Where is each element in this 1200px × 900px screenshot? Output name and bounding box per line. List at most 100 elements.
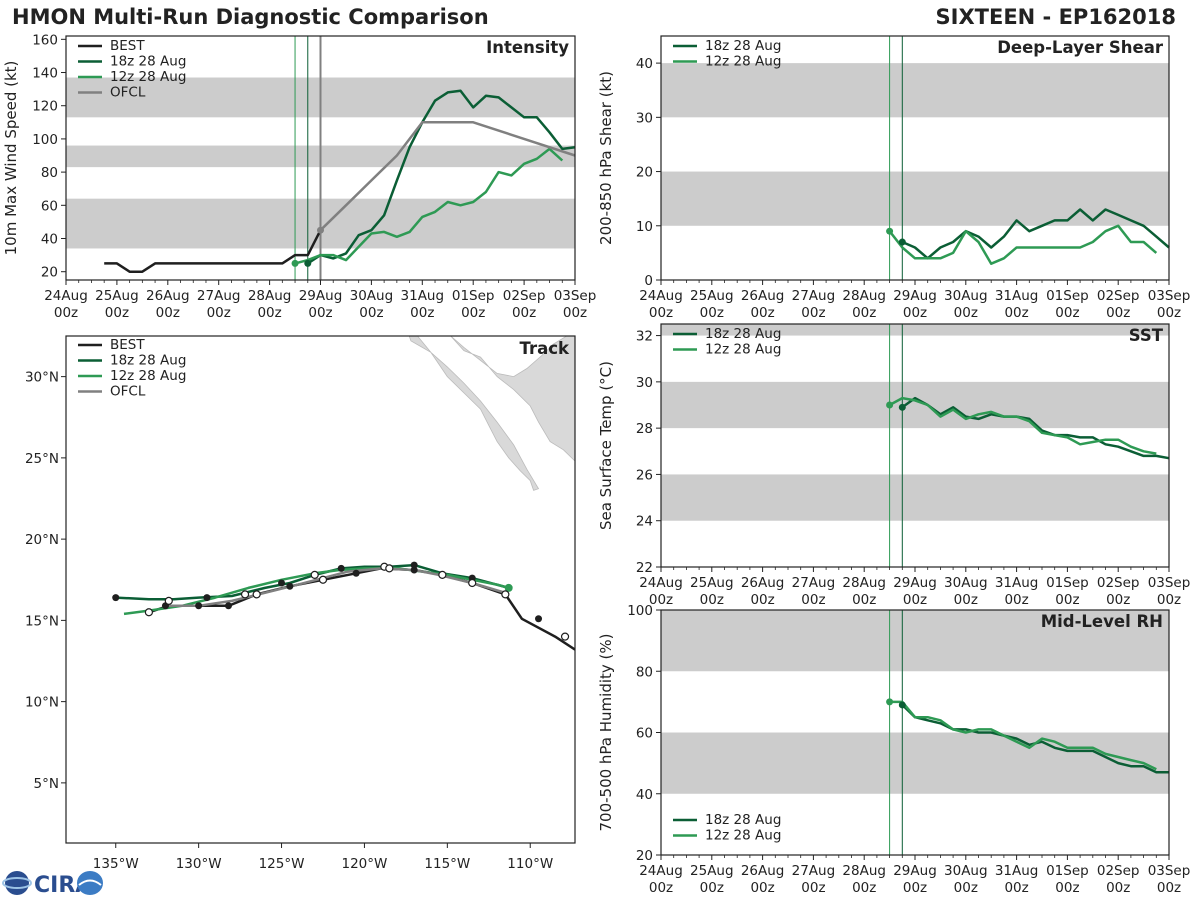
x-tick-date: 25Aug bbox=[690, 288, 734, 304]
panel-title: Deep-Layer Shear bbox=[997, 38, 1164, 57]
y-tick-label: 80 bbox=[41, 165, 58, 181]
cira-swirl-icon bbox=[77, 871, 103, 895]
lat-tick-label: 15°N bbox=[25, 613, 59, 629]
track-point bbox=[410, 566, 418, 574]
x-tick-hour: 00z bbox=[461, 305, 485, 321]
figure-title-right: SIXTEEN - EP162018 bbox=[936, 5, 1176, 29]
x-tick-hour: 00z bbox=[105, 305, 129, 321]
x-tick-date: 27Aug bbox=[792, 863, 836, 879]
x-tick-date: 30Aug bbox=[944, 288, 988, 304]
x-tick-date: 24Aug bbox=[639, 288, 683, 304]
y-tick-label: 60 bbox=[41, 198, 58, 214]
track-point-hollow bbox=[385, 564, 394, 573]
series-line-12z-28-aug bbox=[889, 700, 1157, 771]
track-point-hollow bbox=[144, 608, 153, 617]
legend-label: 18z 28 Aug bbox=[705, 38, 781, 54]
legend-label: 12z 28 Aug bbox=[705, 342, 781, 358]
y-axis-label: 200-850 hPa Shear (kt) bbox=[597, 71, 615, 245]
lat-tick-label: 25°N bbox=[25, 451, 59, 467]
panel-title: Track bbox=[520, 339, 570, 358]
lon-tick-label: 115°W bbox=[424, 856, 470, 872]
track-point-hollow bbox=[560, 632, 570, 641]
x-tick-date: 03Sep bbox=[1148, 863, 1191, 879]
x-tick-date: 28Aug bbox=[248, 288, 292, 304]
x-tick-hour: 00z bbox=[308, 305, 332, 321]
y-tick-label: 40 bbox=[41, 232, 58, 248]
plot-frame bbox=[65, 335, 576, 844]
y-tick-label: 120 bbox=[32, 99, 58, 115]
x-tick-date: 01Sep bbox=[1046, 288, 1089, 304]
x-tick-hour: 00z bbox=[750, 305, 774, 321]
x-tick-date: 27Aug bbox=[792, 288, 836, 304]
y-tick-label: 0 bbox=[644, 273, 653, 289]
x-tick-hour: 00z bbox=[1004, 305, 1028, 321]
track-point bbox=[112, 594, 120, 602]
track-point bbox=[203, 594, 211, 602]
figure-title-left: HMON Multi-Run Diagnostic Comparison bbox=[12, 5, 489, 29]
y-tick-label: 160 bbox=[32, 32, 58, 48]
rh-panel: 24Aug00z25Aug00z26Aug00z27Aug00z28Aug00z… bbox=[597, 603, 1190, 896]
x-tick-hour: 00z bbox=[156, 305, 180, 321]
x-tick-hour: 00z bbox=[1055, 592, 1079, 608]
track-point-hollow bbox=[310, 570, 319, 579]
x-tick-date: 26Aug bbox=[741, 575, 785, 591]
x-tick-date: 03Sep bbox=[1148, 288, 1191, 304]
series-line-ofcl bbox=[319, 121, 576, 232]
threshold-band bbox=[661, 324, 1169, 336]
lat-tick-label: 30°N bbox=[25, 370, 59, 386]
lat-tick-label: 10°N bbox=[25, 695, 59, 711]
x-tick-date: 03Sep bbox=[1148, 575, 1191, 591]
x-tick-hour: 00z bbox=[801, 592, 825, 608]
legend-label: 12z 28 Aug bbox=[705, 828, 781, 844]
threshold-band bbox=[661, 63, 1169, 118]
track-panel: 135°W 130°W 125°W 120°W 115°W 110°W 5°N 10°N 15°… bbox=[25, 335, 576, 872]
x-tick-date: 31Aug bbox=[995, 863, 1039, 879]
legend-label: 12z 28 Aug bbox=[110, 69, 186, 85]
x-tick-date: 24Aug bbox=[639, 863, 683, 879]
y-tick-label: 32 bbox=[636, 329, 653, 345]
legend-label: 12z 28 Aug bbox=[705, 54, 781, 70]
y-tick-label: 24 bbox=[636, 514, 653, 530]
legend-label: BEST bbox=[110, 38, 145, 54]
lon-tick-label: 110°W bbox=[507, 856, 553, 872]
x-tick-hour: 00z bbox=[1157, 592, 1181, 608]
legend-label: 12z 28 Aug bbox=[110, 368, 186, 384]
threshold-band bbox=[661, 474, 1169, 521]
track-point bbox=[337, 564, 345, 572]
x-tick-hour: 00z bbox=[750, 880, 774, 896]
track-point bbox=[195, 602, 203, 610]
x-tick-date: 28Aug bbox=[842, 575, 886, 591]
y-tick-label: 60 bbox=[636, 726, 653, 742]
y-tick-label: 22 bbox=[636, 560, 653, 576]
x-tick-hour: 00z bbox=[257, 305, 281, 321]
legend-label: OFCL bbox=[110, 384, 146, 400]
x-tick-hour: 00z bbox=[563, 305, 587, 321]
init-point-marker bbox=[886, 698, 894, 706]
series-line-best bbox=[104, 229, 322, 273]
series-line-12z-28-aug bbox=[889, 396, 1157, 455]
x-tick-date: 25Aug bbox=[690, 863, 734, 879]
track-map-content bbox=[112, 336, 575, 651]
legend-label: BEST bbox=[110, 337, 145, 353]
lon-tick-label: 120°W bbox=[341, 856, 387, 872]
x-tick-date: 30Aug bbox=[944, 863, 988, 879]
track-point bbox=[278, 579, 286, 587]
init-point-marker bbox=[886, 227, 894, 235]
track-point bbox=[535, 615, 543, 623]
y-tick-label: 30 bbox=[636, 110, 653, 126]
track-point-hollow bbox=[240, 590, 250, 599]
x-tick-hour: 00z bbox=[54, 305, 78, 321]
track-point-hollow bbox=[438, 570, 447, 579]
x-tick-hour: 00z bbox=[410, 305, 434, 321]
y-tick-label: 28 bbox=[636, 421, 653, 437]
lat-tick-label: 20°N bbox=[25, 532, 59, 548]
x-tick-hour: 00z bbox=[1004, 592, 1028, 608]
x-tick-hour: 00z bbox=[649, 592, 673, 608]
x-tick-hour: 00z bbox=[359, 305, 383, 321]
legend-label: OFCL bbox=[110, 85, 146, 101]
x-tick-date: 02Sep bbox=[503, 288, 546, 304]
x-tick-date: 03Sep bbox=[554, 288, 597, 304]
init-point-marker bbox=[291, 259, 299, 267]
x-tick-date: 25Aug bbox=[690, 575, 734, 591]
